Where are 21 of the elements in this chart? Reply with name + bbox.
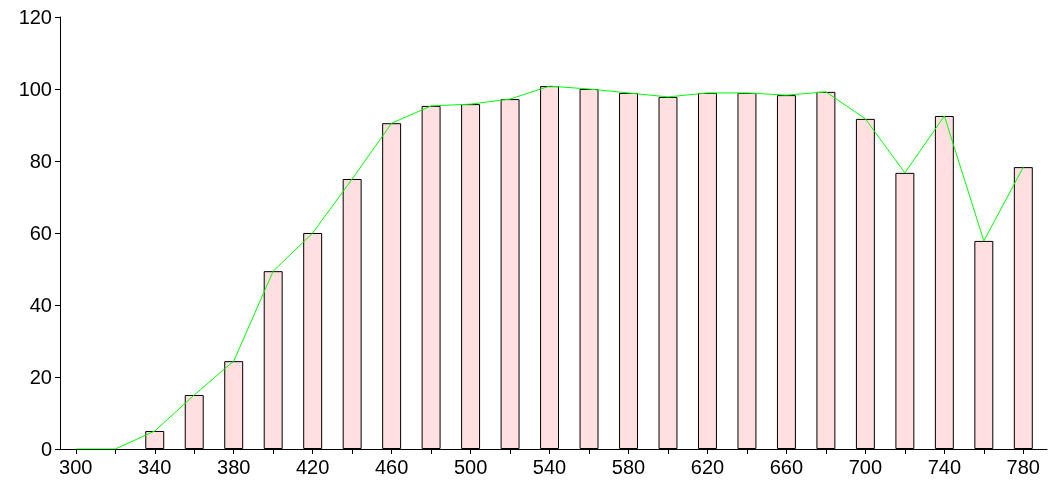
y-tick-label: 100 xyxy=(18,78,52,100)
x-tick-label: 340 xyxy=(138,456,172,478)
x-tick-label: 540 xyxy=(532,456,567,478)
y-tick-label: 120 xyxy=(18,6,52,28)
x-tick-label: 620 xyxy=(690,456,725,478)
x-tick-label: 700 xyxy=(848,456,883,478)
y-tick-label: 0 xyxy=(40,438,52,460)
x-tick-label: 420 xyxy=(295,456,330,478)
y-tick-label: 20 xyxy=(29,366,52,388)
y-tick-label: 60 xyxy=(29,222,52,244)
x-tick-label: 460 xyxy=(374,456,409,478)
x-tick-label: 660 xyxy=(769,456,804,478)
x-tick-label: 500 xyxy=(453,456,488,478)
y-tick-label: 80 xyxy=(29,150,52,172)
x-tick-label: 580 xyxy=(611,456,646,478)
y-tick-label: 40 xyxy=(29,294,52,316)
x-tick-label: 740 xyxy=(927,456,962,478)
x-tick-label: 300 xyxy=(59,456,93,478)
line-series xyxy=(75,85,1024,450)
x-tick-label: 780 xyxy=(1006,456,1040,478)
x-tick-label: 380 xyxy=(217,456,251,478)
